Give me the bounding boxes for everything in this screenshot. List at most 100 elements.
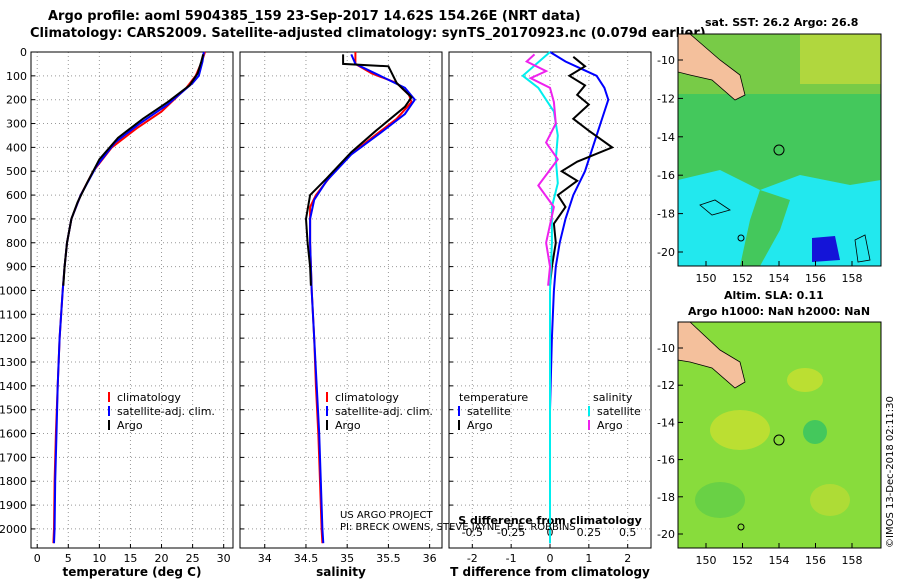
map-lon-label: 158 — [842, 554, 863, 567]
sst-map — [677, 33, 882, 267]
temperature-plot: 0 5 10 15 20 25 300100200300400500600700800900… — [0, 46, 234, 579]
map-lon-label: 156 — [805, 554, 826, 567]
legend-label: climatology — [335, 391, 399, 404]
map-lat-label: -12 — [657, 379, 675, 392]
series-argo — [304, 54, 413, 286]
map-lat-label: -20 — [657, 246, 675, 259]
legend-label: satellite-adj. clim. — [117, 405, 215, 418]
map-lon-label: 158 — [842, 272, 863, 285]
y-tick-label: 400 — [6, 141, 27, 154]
series-climatology — [52, 51, 206, 544]
x-tick-label: 30 — [217, 552, 231, 565]
difference-xlabel: T difference from climatology — [450, 565, 650, 579]
y-tick-label: 800 — [6, 237, 27, 250]
y-tick-label: 600 — [6, 189, 27, 202]
y-tick-label: 100 — [6, 70, 27, 83]
reef-marker-sla — [737, 523, 745, 531]
legend-label: satellite — [597, 405, 641, 418]
s-diff-tick-label: -0.25 — [497, 526, 525, 539]
legend-label: Argo — [467, 419, 493, 432]
x-tick-label: 36 — [423, 552, 437, 565]
map-lat-label: -18 — [657, 208, 675, 221]
map-lon-label: 150 — [696, 554, 717, 567]
sla-map — [677, 321, 882, 549]
land-new-guinea-sla — [677, 321, 746, 389]
y-tick-label: 1500 — [0, 404, 27, 417]
copyright-stamp: ©IMOS 13-Dec-2018 02:11:30 — [885, 396, 896, 548]
credit-pi: PI: BRECK OWENS, STEVE JAYNE, P. E. ROBB… — [340, 522, 576, 533]
x-tick-label: 0 — [547, 552, 554, 565]
legend-label: satellite — [467, 405, 511, 418]
map-lon-label: 150 — [696, 272, 717, 285]
y-tick-label: 1600 — [0, 428, 27, 441]
legend-header-salinity: salinity — [593, 391, 633, 404]
x-tick-label: 1 — [585, 552, 592, 565]
altim-title: Altim. SLA: 0.11 — [724, 289, 824, 302]
series-t-argo — [549, 56, 615, 286]
x-tick-label: 34.5 — [294, 552, 319, 565]
reef-outline-east — [854, 234, 871, 263]
map-lat-label: -10 — [657, 54, 675, 67]
map-lon-label: 156 — [805, 272, 826, 285]
x-tick-label: 10 — [92, 552, 106, 565]
x-tick-label: 20 — [155, 552, 169, 565]
sla-low-eddy — [803, 420, 827, 444]
x-tick-label: 35 — [340, 552, 354, 565]
x-tick-label: -2 — [467, 552, 478, 565]
sst-title: sat. SST: 26.2 Argo: 26.8 — [705, 16, 859, 29]
sla-low-southwest — [695, 482, 745, 518]
s-diff-tick-label: 0.5 — [619, 526, 637, 539]
legend-label: climatology — [117, 391, 181, 404]
y-tick-label: 500 — [6, 165, 27, 178]
y-tick-label: 1000 — [0, 284, 27, 297]
s-diff-tick-label: 0.25 — [577, 526, 602, 539]
y-tick-label: 700 — [6, 213, 27, 226]
climatology-title: Climatology: CARS2009. Satellite-adjuste… — [30, 26, 706, 41]
reef-marker — [737, 234, 745, 242]
map-lat-label: -18 — [657, 491, 675, 504]
sla-high-north — [787, 368, 823, 392]
y-tick-label: 900 — [6, 261, 27, 274]
y-tick-label: 1900 — [0, 499, 27, 512]
x-tick-label: 0 — [34, 552, 41, 565]
series-climatology — [309, 52, 413, 544]
map-lat-label: -16 — [657, 454, 675, 467]
argo-float-marker-sla — [773, 434, 785, 446]
x-tick-label: 35.5 — [376, 552, 401, 565]
series-satellite-adj-clim- — [309, 54, 417, 544]
y-tick-label: 0 — [20, 46, 27, 59]
salinity-frame — [239, 51, 443, 549]
map-lon-label: 152 — [732, 272, 753, 285]
salinity-plot: 34 34.5 35 35.5 36 salinity climatologysatelli… — [239, 51, 443, 579]
reef-outline — [699, 199, 731, 216]
x-tick-label: 5 — [65, 552, 72, 565]
y-tick-label: 1300 — [0, 356, 27, 369]
map-lon-label: 152 — [732, 554, 753, 567]
map-lat-label: -12 — [657, 92, 675, 105]
series-argo — [62, 54, 205, 286]
series-satellite-adj-clim- — [53, 51, 205, 544]
x-tick-label: 2 — [624, 552, 631, 565]
y-tick-label: 1400 — [0, 380, 27, 393]
series-t-satellite — [549, 51, 610, 544]
legend-label: Argo — [335, 419, 361, 432]
s-diff-tick-label: -0.5 — [462, 526, 483, 539]
sla-high-west — [710, 410, 770, 450]
sst-warm-patch — [800, 34, 881, 84]
map-lat-label: -20 — [657, 528, 675, 541]
x-tick-label: -1 — [506, 552, 517, 565]
sst-tongue — [740, 190, 790, 266]
series-s-satellite — [521, 51, 559, 544]
y-tick-label: 1700 — [0, 451, 27, 464]
temperature-xlabel: temperature (deg C) — [63, 565, 202, 579]
y-tick-label: 2000 — [0, 523, 27, 536]
land-new-guinea — [677, 33, 746, 101]
legend-label: satellite-adj. clim. — [335, 405, 433, 418]
sla-high-south — [810, 484, 850, 516]
y-tick-label: 200 — [6, 94, 27, 107]
argo-h-title: Argo h1000: NaN h2000: NaN — [688, 305, 871, 318]
